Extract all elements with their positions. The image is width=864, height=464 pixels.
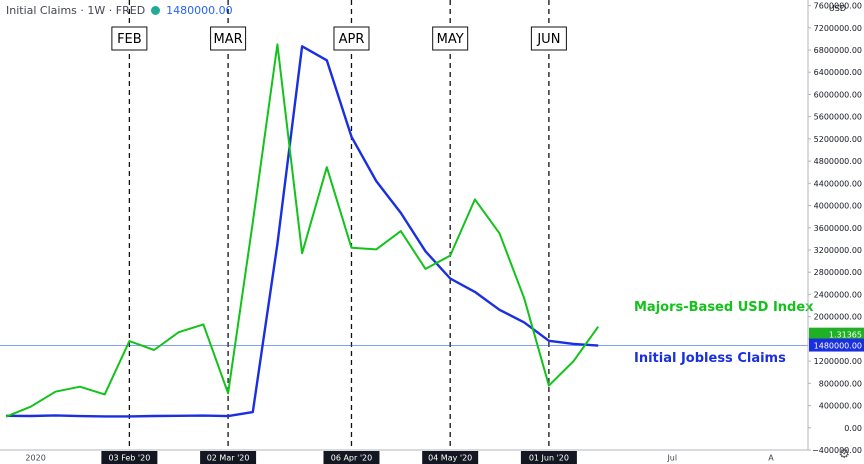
settings-gear-icon[interactable]: ⚙ [838, 447, 850, 462]
price-tick-label: 7200000.00 [814, 24, 862, 33]
price-tick-label: 0.00 [844, 424, 862, 433]
price-tick-label: 4400000.00 [814, 179, 862, 188]
price-axis-unit: USD [829, 4, 846, 13]
month-label-box [432, 26, 469, 51]
time-tick-box [101, 451, 158, 464]
price-tick-label: 3200000.00 [814, 246, 862, 255]
claims-series-annotation: Initial Jobless Claims [634, 351, 786, 366]
price-tick-label: 1200000.00 [814, 357, 862, 366]
time-tick-label: 03 Feb '20 [108, 454, 150, 463]
time-tick-box [520, 451, 577, 464]
price-axis[interactable]: USD −400000.00 0.00 400000.00 800000.00 12000… [807, 0, 862, 455]
month-label-box [111, 26, 148, 51]
month-label-box [333, 26, 370, 51]
price-tick-label: 2800000.00 [814, 268, 862, 277]
usd-series-line [5, 43, 600, 418]
chart-header: Initial Claims · 1W · FRED 1480000.00 [6, 4, 233, 17]
price-tick-label: 6400000.00 [814, 68, 862, 77]
price-tick-label: 5600000.00 [814, 113, 862, 122]
price-tick-label: 4000000.00 [814, 202, 862, 211]
price-badges: 1.31365 1480000.00 [809, 327, 864, 352]
time-tick-label: 02 Mar '20 [207, 454, 250, 463]
month-label-box [210, 26, 247, 51]
time-axis[interactable]: 2020 03 Feb '20 02 Mar '20 06 Apr '20 04 May… [0, 449, 808, 464]
month-label-box [530, 26, 567, 51]
month-label: JUN [536, 32, 560, 47]
price-tick-label: 4800000.00 [814, 157, 862, 166]
price-tick-label: 2000000.00 [814, 313, 862, 322]
usd-price-badge-label: 1.31365 [829, 331, 862, 340]
month-label: FEB [117, 32, 142, 47]
time-tick-label: 01 Jun '20 [529, 454, 569, 463]
header-value: 1480000.00 [166, 4, 233, 17]
month-guides: FEB MAR APR MAY JUN [111, 0, 567, 450]
price-tick-label: 400000.00 [819, 402, 862, 411]
price-tick-label: 7600000.00 [814, 2, 862, 11]
status-dot-icon [151, 6, 161, 15]
price-tick-label: 800000.00 [819, 379, 862, 388]
time-tick-label: Jul [666, 454, 677, 463]
month-label: MAY [437, 32, 464, 47]
price-tick-label: 6000000.00 [814, 90, 862, 99]
time-tick-label: 04 May '20 [428, 454, 472, 463]
month-label: MAR [214, 32, 243, 47]
price-tick-label: 5200000.00 [814, 135, 862, 144]
series-annotations: Majors-Based USD Index Initial Jobless Cl… [634, 300, 814, 366]
time-tick-label: 06 Apr '20 [331, 454, 372, 463]
symbol-title[interactable]: Initial Claims · 1W · FRED [6, 4, 146, 17]
price-tick-label: 2400000.00 [814, 290, 862, 299]
usd-series-annotation: Majors-Based USD Index [634, 300, 814, 315]
price-tick-label: −400000.00 [812, 446, 862, 455]
claims-price-badge [809, 338, 864, 352]
claims-price-badge-label: 1480000.00 [814, 342, 862, 351]
series-lines [5, 43, 600, 418]
month-label: APR [339, 32, 365, 47]
time-tick-box [323, 451, 380, 464]
time-tick-box [200, 451, 257, 464]
usd-price-badge [809, 327, 864, 341]
time-tick-label: A [768, 454, 774, 463]
price-tick-label: 6800000.00 [814, 46, 862, 55]
price-tick-label: 3600000.00 [814, 224, 862, 233]
time-tick-box [422, 451, 479, 464]
time-tick-label: 2020 [25, 454, 45, 463]
claims-series-line [5, 45, 599, 418]
